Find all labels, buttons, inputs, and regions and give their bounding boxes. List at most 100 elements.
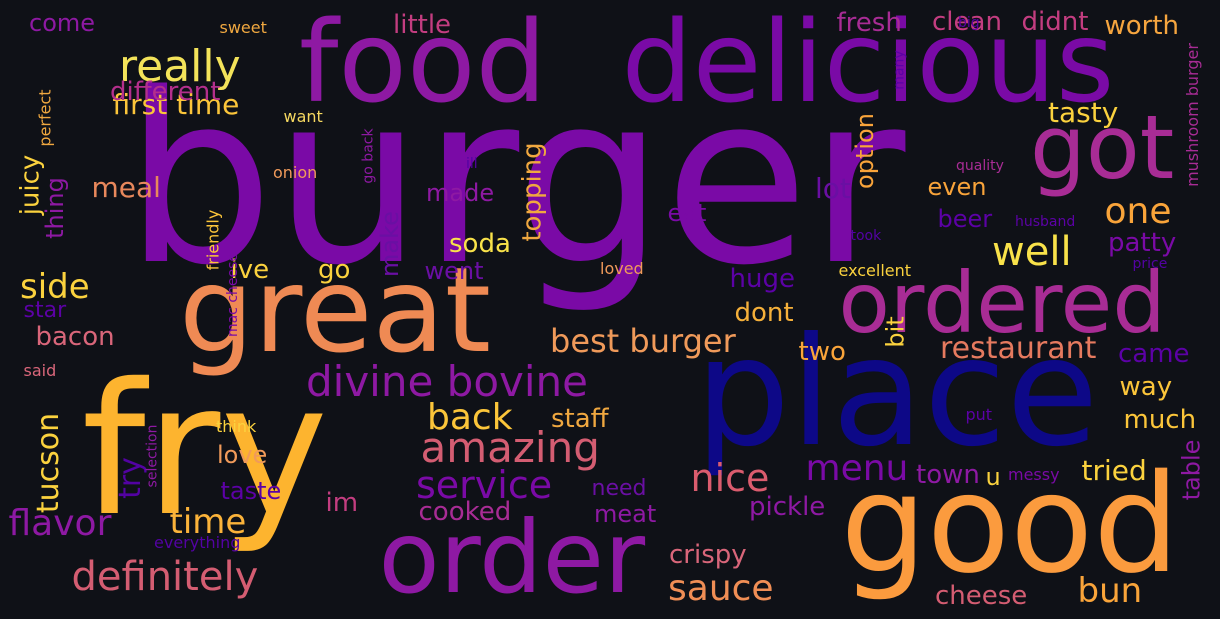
word-menu: menu bbox=[805, 448, 909, 489]
word-service: service bbox=[416, 463, 553, 507]
word-loved: loved bbox=[600, 259, 644, 278]
word-put: put bbox=[965, 405, 993, 424]
word-good: good bbox=[840, 446, 1180, 604]
word-perfect: perfect bbox=[35, 89, 55, 147]
word-side: side bbox=[20, 267, 90, 307]
word-place: place bbox=[695, 306, 1099, 480]
word-much: much bbox=[1123, 405, 1197, 435]
word-town: town bbox=[916, 460, 980, 490]
word-u: u bbox=[985, 463, 1001, 491]
word-bun: bun bbox=[1077, 571, 1143, 611]
word-ill: ill bbox=[466, 156, 478, 172]
word-fry: fry bbox=[81, 344, 329, 556]
word-friendly: friendly bbox=[202, 209, 222, 271]
word-amazing: amazing bbox=[420, 423, 600, 472]
word-excellent: excellent bbox=[838, 261, 912, 280]
word-delicious: delicious bbox=[621, 0, 1115, 128]
word-well: well bbox=[992, 229, 1072, 275]
word-think: think bbox=[216, 417, 257, 436]
word-messy: messy bbox=[1008, 465, 1060, 484]
word-sauce: sauce bbox=[668, 568, 774, 609]
word-go-back: go back bbox=[360, 128, 377, 184]
word-food: food bbox=[299, 0, 547, 128]
word-burger: burger bbox=[124, 43, 906, 317]
word-many: many bbox=[891, 50, 908, 90]
word-definitely: definitely bbox=[71, 554, 259, 600]
word-restaurant: restaurant bbox=[940, 331, 1097, 366]
word-crispy: crispy bbox=[669, 540, 747, 570]
word-love: love bbox=[217, 441, 268, 469]
word-great: great bbox=[179, 241, 491, 379]
word-time: time bbox=[169, 502, 247, 542]
word-topping: topping bbox=[517, 142, 548, 242]
word-husband: husband bbox=[1015, 214, 1076, 230]
word-really: really bbox=[119, 41, 241, 92]
word-table: table bbox=[1176, 439, 1205, 501]
word-divine-bovine: divine bovine bbox=[306, 357, 589, 406]
word-sweet: sweet bbox=[219, 18, 267, 37]
word-even: even bbox=[927, 173, 987, 201]
word-cheese: cheese bbox=[935, 581, 1028, 611]
word-im: im bbox=[325, 488, 359, 518]
word-onion: onion bbox=[273, 163, 318, 182]
word-said: said bbox=[23, 361, 57, 380]
word-thing: thing bbox=[40, 177, 69, 239]
word-first-time: first time bbox=[112, 88, 240, 121]
word-option: option bbox=[850, 113, 879, 189]
word-staff: staff bbox=[551, 404, 609, 434]
word-bit: bit bbox=[881, 316, 910, 348]
word-big: big bbox=[958, 15, 980, 31]
word-everything: everything bbox=[154, 533, 241, 552]
word-came: came bbox=[1118, 339, 1190, 369]
word-way: way bbox=[1119, 372, 1173, 402]
word-eat: eat bbox=[667, 199, 707, 227]
word-need: need bbox=[591, 476, 647, 501]
word-mac-cheese: mac cheese bbox=[225, 252, 242, 338]
word-quality: quality bbox=[956, 158, 1004, 174]
word-pickle: pickle bbox=[749, 492, 826, 522]
word-order: order bbox=[378, 499, 646, 616]
word-ive: ive bbox=[230, 255, 270, 285]
word-try: try bbox=[112, 457, 148, 499]
word-little: little bbox=[393, 10, 452, 40]
word-took: took bbox=[850, 228, 882, 244]
word-bacon: bacon bbox=[35, 322, 115, 352]
word-juicy: juicy bbox=[14, 154, 45, 216]
word-patty: patty bbox=[1108, 228, 1177, 258]
word-star: star bbox=[23, 298, 67, 323]
word-made: made bbox=[426, 179, 495, 207]
word-tasty: tasty bbox=[1048, 96, 1119, 129]
word-come: come bbox=[29, 9, 96, 37]
word-fresh: fresh bbox=[836, 8, 902, 38]
word-clean: clean bbox=[932, 7, 1002, 37]
word-two: two bbox=[798, 337, 846, 367]
word-meal: meal bbox=[91, 171, 161, 204]
word-huge: huge bbox=[729, 264, 795, 294]
word-dont: dont bbox=[734, 298, 794, 328]
word-tucson: tucson bbox=[31, 412, 67, 514]
word-cooked: cooked bbox=[418, 497, 512, 527]
word-want: want bbox=[283, 107, 323, 126]
word-taste: taste bbox=[220, 477, 282, 505]
word-didnt: didnt bbox=[1021, 7, 1089, 37]
word-meat: meat bbox=[594, 500, 657, 528]
word-went: went bbox=[424, 257, 484, 285]
word-lot: lot bbox=[815, 172, 851, 205]
word-selection: selection bbox=[143, 424, 160, 488]
word-different: different bbox=[110, 77, 221, 107]
word-nice: nice bbox=[690, 456, 770, 500]
word-go: go bbox=[318, 255, 351, 285]
word-got: got bbox=[1030, 96, 1175, 199]
word-flavor: flavor bbox=[8, 503, 112, 544]
word-best-burger: best burger bbox=[550, 322, 736, 360]
word-price: price bbox=[1132, 256, 1168, 272]
word-worth: worth bbox=[1104, 11, 1180, 41]
word-soda: soda bbox=[449, 229, 511, 259]
word-back: back bbox=[427, 397, 513, 438]
word-make: make bbox=[375, 211, 404, 277]
word-beer: beer bbox=[937, 205, 993, 233]
word-mushroom-burger: mushroom burger bbox=[1182, 43, 1202, 187]
word-ordered: ordered bbox=[838, 254, 1166, 352]
word-one: one bbox=[1104, 191, 1172, 232]
